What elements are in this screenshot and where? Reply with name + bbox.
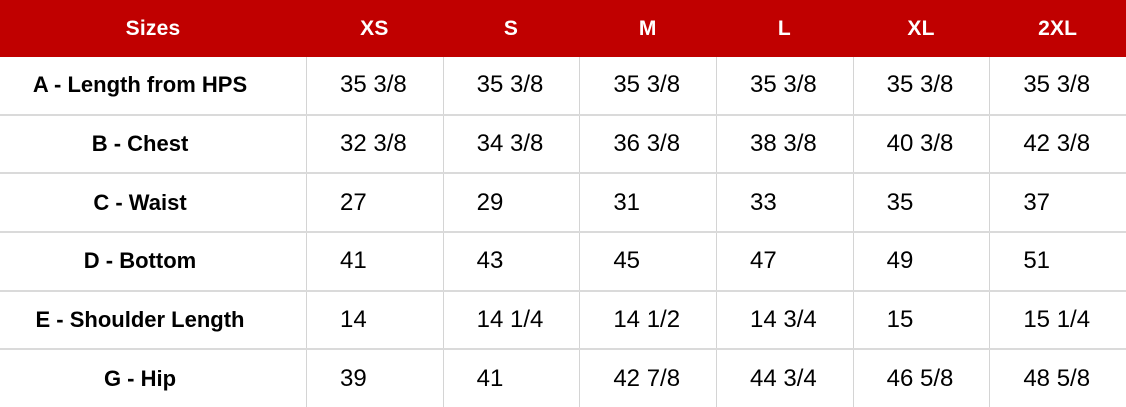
- measurement-cell: 45: [579, 233, 716, 290]
- measurement-cell: 43: [442, 233, 580, 290]
- column-header-m: M: [638, 16, 657, 40]
- measurement-cell: 49: [852, 233, 990, 290]
- row-label: A - Length from HPS: [32, 72, 248, 98]
- measurement-cell: 32 3/8: [306, 115, 443, 173]
- measurement-cell: 48 5/8: [989, 350, 1126, 407]
- table-row-chest: B - Chest 32 3/8 34 3/8 36 3/8 38 3/8 40…: [0, 113, 1126, 173]
- measurement-cell: 15: [852, 291, 990, 349]
- measurement-cell: 14: [306, 291, 443, 349]
- measurement-cell: 44 3/4: [716, 350, 853, 407]
- column-header-2xl: 2XL: [1038, 16, 1078, 40]
- measurement-cell: 14 1/2: [579, 291, 716, 349]
- measurement-cell: 27: [306, 174, 443, 232]
- measurement-cell: 47: [716, 233, 853, 290]
- measurement-cell: 38 3/8: [716, 115, 853, 173]
- measurement-cell: 29: [442, 174, 580, 232]
- measurement-cell: 39: [306, 350, 443, 407]
- measurement-cell: 31: [579, 174, 716, 232]
- column-header-l: L: [777, 16, 791, 40]
- column-header-s: S: [503, 16, 519, 40]
- table-row-shoulder-length: E - Shoulder Length 14 14 1/4 14 1/2 14 …: [0, 289, 1126, 349]
- measurement-cell: 15 1/4: [989, 291, 1126, 349]
- measurement-cell: 35 3/8: [442, 57, 580, 114]
- measurement-cell: 41: [442, 350, 580, 407]
- measurement-cell: 35: [852, 174, 990, 232]
- measurement-cell: 33: [716, 174, 853, 232]
- measurement-cell: 14 1/4: [442, 291, 580, 349]
- measurement-cell: 42 3/8: [989, 115, 1126, 173]
- measurement-cell: 37: [989, 174, 1126, 232]
- size-chart-header-row: Sizes XS S M L XL 2XL: [0, 0, 1126, 57]
- measurement-cell: 46 5/8: [852, 350, 990, 407]
- measurement-cell: 35 3/8: [306, 57, 443, 114]
- row-label: E - Shoulder Length: [35, 307, 245, 333]
- measurement-cell: 34 3/8: [442, 115, 580, 173]
- table-row-bottom: D - Bottom 41 43 45 47 49 51: [0, 231, 1126, 290]
- row-label: B - Chest: [91, 131, 189, 156]
- measurement-cell: 35 3/8: [716, 57, 853, 114]
- measurement-cell: 41: [306, 233, 443, 290]
- table-row-length-from-hps: A - Length from HPS 35 3/8 35 3/8 35 3/8…: [0, 57, 1126, 114]
- measurement-cell: 35 3/8: [852, 57, 990, 114]
- measurement-cell: 14 3/4: [716, 291, 853, 349]
- row-label: G - Hip: [103, 365, 177, 391]
- column-header-xl: XL: [907, 16, 935, 40]
- measurement-cell: 36 3/8: [579, 115, 716, 173]
- measurement-cell: 51: [989, 233, 1126, 290]
- column-header-sizes: Sizes: [125, 16, 181, 40]
- measurement-cell: 35 3/8: [989, 57, 1126, 114]
- row-label: C - Waist: [93, 189, 187, 215]
- column-header-xs: XS: [360, 16, 389, 40]
- row-label: D - Bottom: [83, 248, 197, 274]
- table-row-waist: C - Waist 27 29 31 33 35 37: [0, 172, 1126, 232]
- measurement-cell: 35 3/8: [579, 57, 716, 114]
- table-row-hip: G - Hip 39 41 42 7/8 44 3/4 46 5/8 48 5/…: [0, 348, 1126, 407]
- measurement-cell: 42 7/8: [579, 350, 716, 407]
- measurement-cell: 40 3/8: [852, 115, 990, 173]
